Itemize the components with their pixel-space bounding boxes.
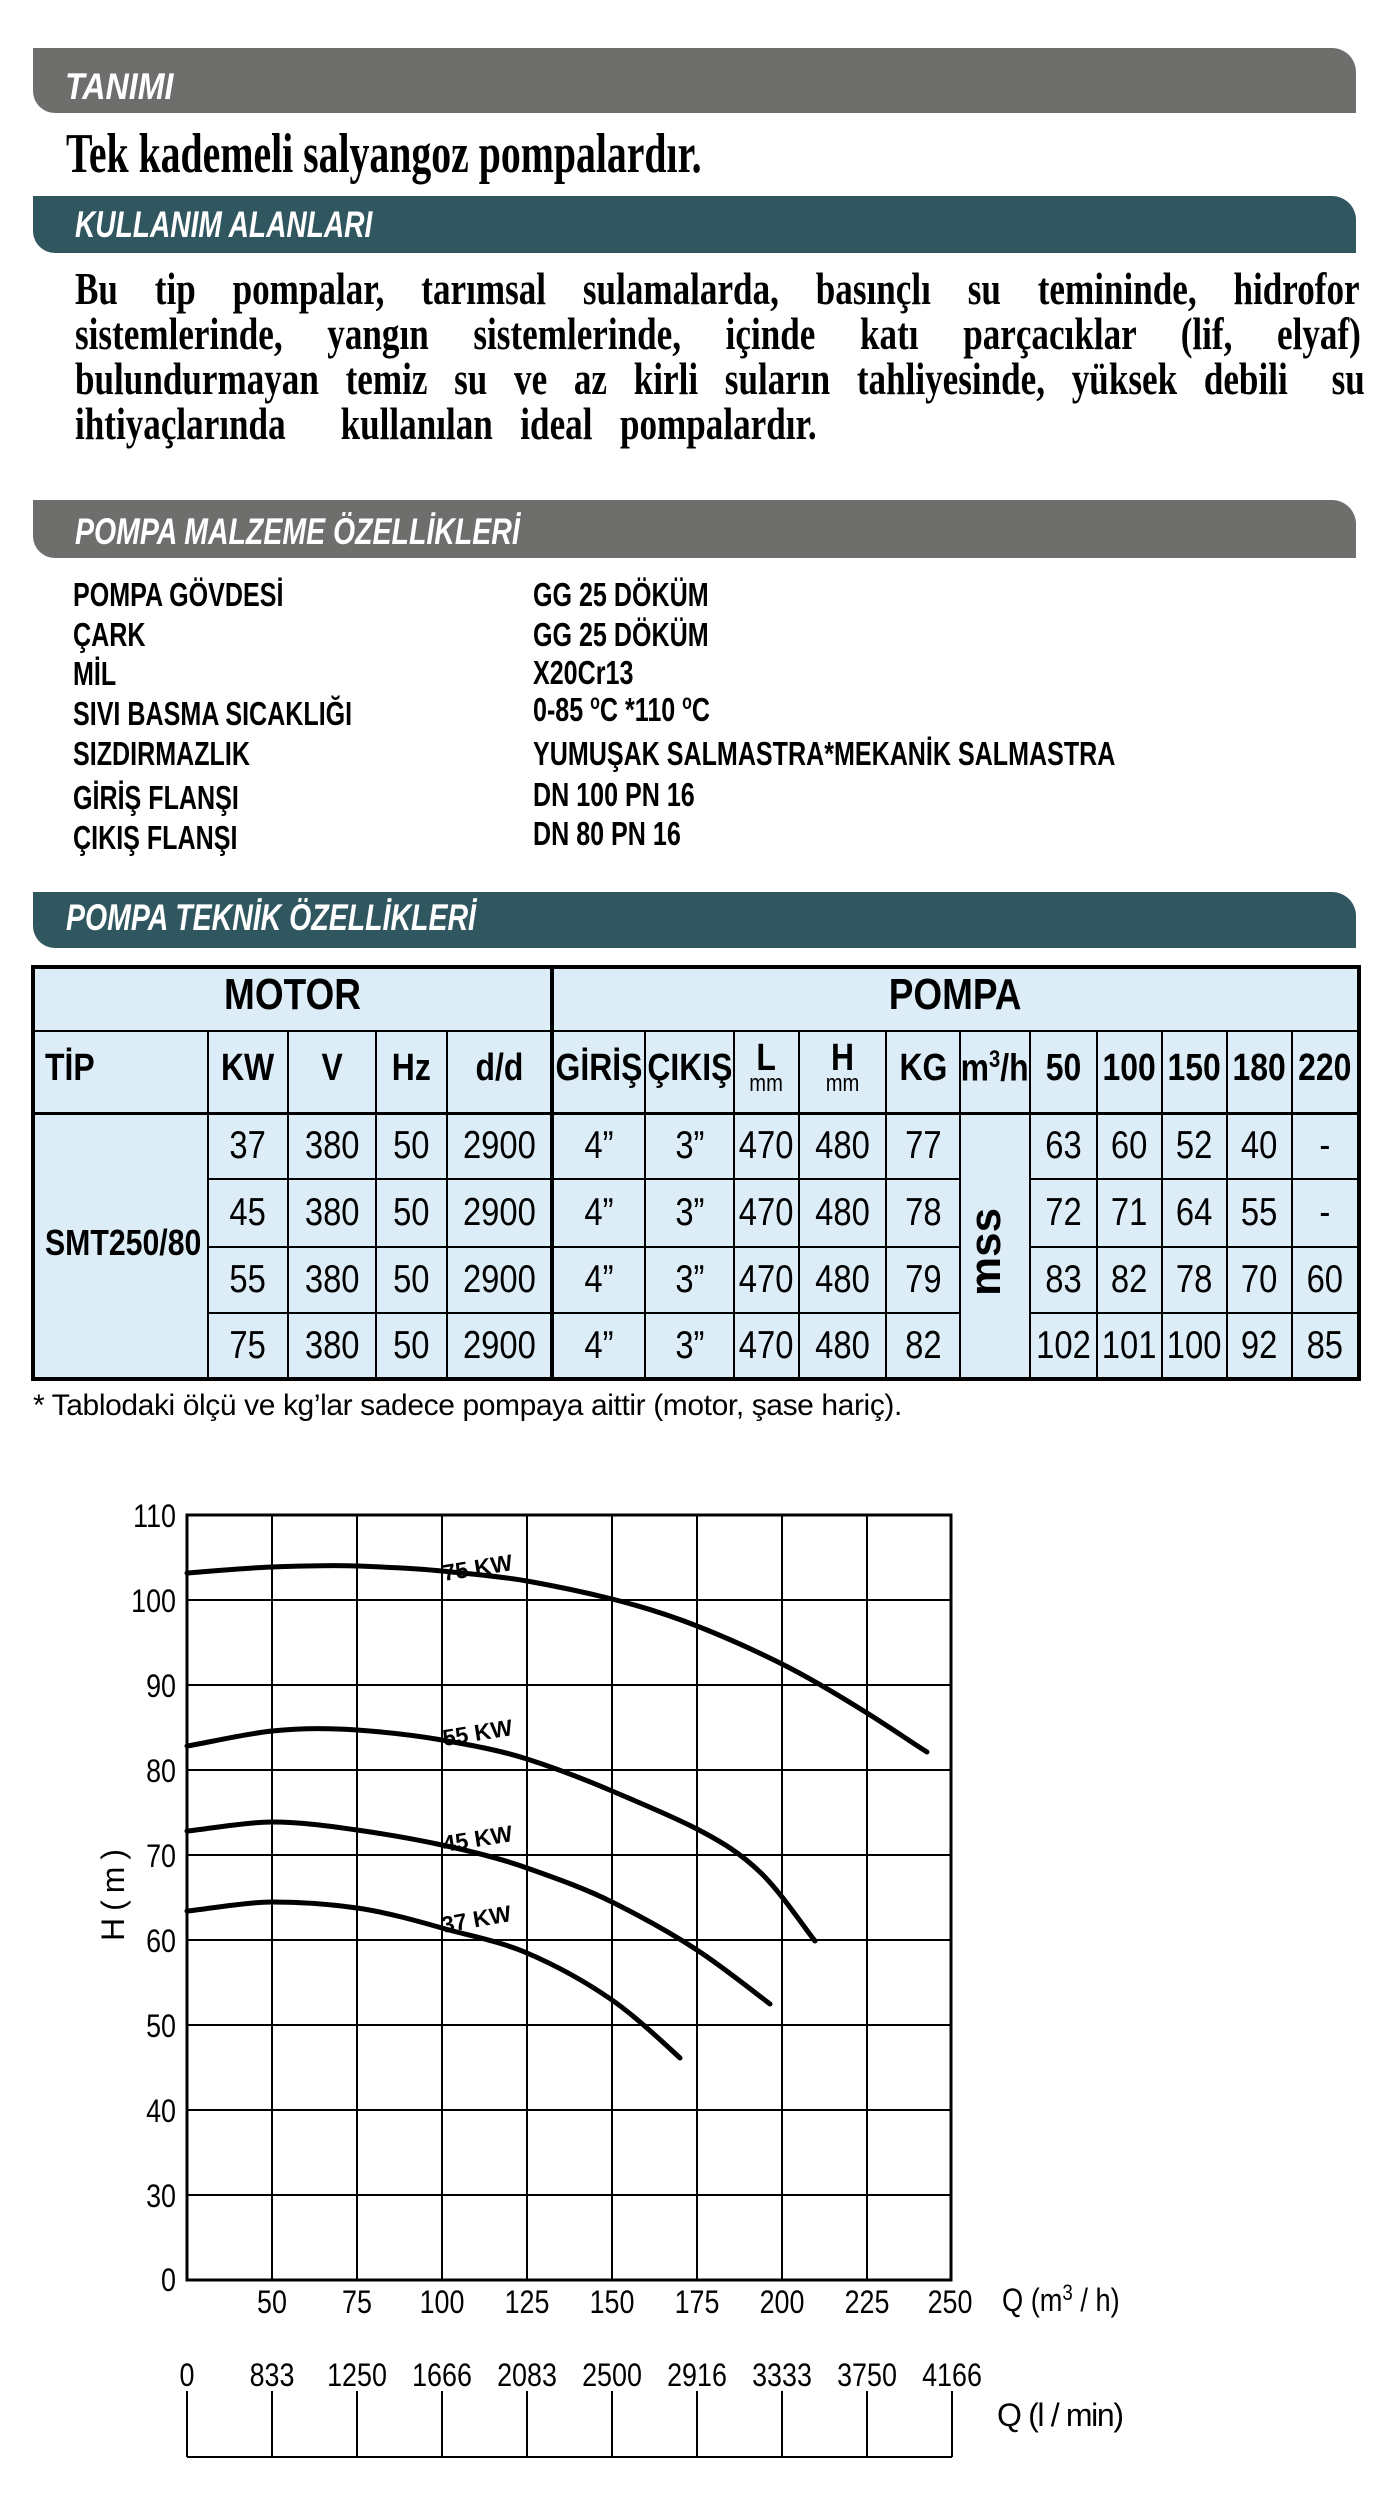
svg-text:45 KW: 45 KW (441, 1820, 515, 1857)
svg-text:75 KW: 75 KW (441, 1549, 515, 1586)
svg-text:3333: 3333 (752, 2358, 812, 2394)
svg-text:90: 90 (146, 1669, 176, 1705)
svg-text:30: 30 (146, 2179, 176, 2215)
svg-text:100: 100 (420, 2285, 465, 2321)
svg-text:250: 250 (928, 2285, 973, 2321)
svg-text:50: 50 (146, 2009, 176, 2045)
svg-text:1666: 1666 (412, 2358, 472, 2394)
svg-text:55 KW: 55 KW (441, 1714, 515, 1751)
svg-text:2916: 2916 (667, 2358, 727, 2394)
svg-text:225: 225 (845, 2285, 890, 2321)
svg-text:0: 0 (180, 2358, 195, 2394)
svg-text:100: 100 (131, 1584, 176, 1620)
svg-text:60: 60 (146, 1924, 176, 1960)
svg-text:200: 200 (760, 2285, 805, 2321)
svg-text:H ( m ): H ( m ) (95, 1849, 131, 1941)
svg-text:75: 75 (342, 2285, 372, 2321)
svg-text:110: 110 (133, 1499, 176, 1535)
svg-text:833: 833 (250, 2358, 295, 2394)
svg-text:50: 50 (257, 2285, 287, 2321)
svg-text:Q (l / min): Q (l / min) (997, 2397, 1124, 2433)
svg-text:1250: 1250 (327, 2358, 387, 2394)
svg-text:0: 0 (161, 2263, 176, 2299)
svg-text:125: 125 (505, 2285, 550, 2321)
svg-text:70: 70 (146, 1839, 176, 1875)
svg-text:150: 150 (590, 2285, 635, 2321)
svg-text:2500: 2500 (582, 2358, 642, 2394)
svg-text:3750: 3750 (837, 2358, 897, 2394)
svg-text:80: 80 (146, 1754, 176, 1790)
svg-text:175: 175 (675, 2285, 720, 2321)
svg-text:Q (m3 / h): Q (m3 / h) (1002, 2282, 1120, 2319)
svg-text:4166: 4166 (922, 2358, 982, 2394)
svg-text:40: 40 (146, 2094, 176, 2130)
svg-text:37 KW: 37 KW (439, 1900, 513, 1938)
svg-text:2083: 2083 (497, 2358, 557, 2394)
